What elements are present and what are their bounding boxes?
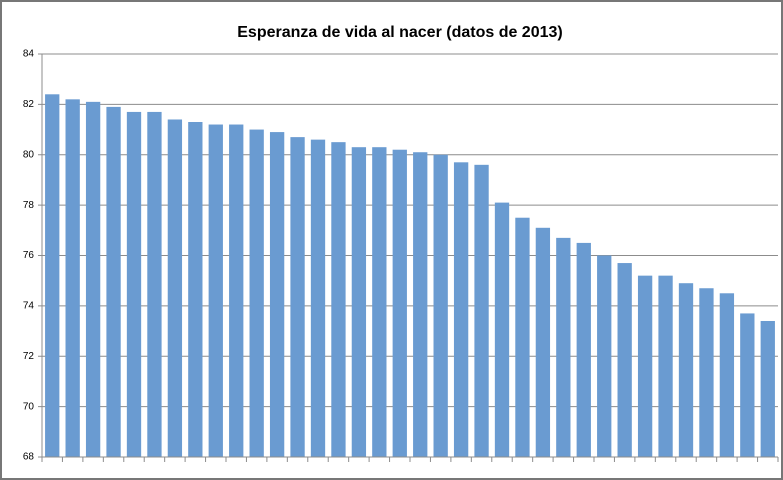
bar: [576, 242, 591, 457]
bar: [453, 162, 469, 457]
bar: [637, 275, 653, 457]
bar: [126, 111, 142, 458]
bar: [229, 124, 244, 458]
y-tick-label: 80: [23, 149, 35, 160]
bar: [208, 124, 223, 458]
chart-title: Esperanza de vida al nacer (datos de 201…: [237, 24, 562, 41]
bar: [617, 263, 632, 457]
bar: [658, 275, 673, 457]
y-tick-label: 76: [23, 250, 35, 261]
bar: [188, 122, 203, 457]
bar: [760, 320, 775, 457]
bar: [310, 139, 326, 457]
y-tick-label: 82: [23, 99, 35, 110]
bar: [65, 99, 80, 458]
bar: [474, 164, 489, 457]
y-tick-label: 84: [23, 49, 35, 60]
bar: [351, 147, 367, 457]
bar: [515, 217, 530, 457]
bar: [535, 227, 551, 457]
bar: [269, 132, 285, 458]
y-tick-label: 70: [23, 401, 35, 412]
bar: [372, 147, 387, 457]
y-tick-label: 78: [23, 200, 35, 211]
bar: [392, 149, 407, 457]
bar: [597, 255, 612, 457]
bar: [106, 106, 121, 458]
bar: [433, 154, 448, 457]
bar: [85, 101, 101, 457]
bar: [249, 129, 264, 457]
y-tick-label: 74: [23, 301, 35, 312]
bar: [699, 288, 714, 457]
bar: [45, 94, 60, 458]
bar: [167, 119, 183, 458]
y-tick-label: 72: [23, 351, 35, 362]
y-tick-label: 68: [23, 452, 35, 463]
bar: [331, 142, 346, 457]
bar: [290, 137, 305, 457]
bar: [678, 283, 694, 457]
bar: [556, 237, 571, 457]
bar: [413, 152, 428, 457]
bar: [719, 293, 735, 457]
bar: [740, 313, 755, 457]
bar: [494, 202, 510, 457]
bar: [147, 111, 162, 458]
